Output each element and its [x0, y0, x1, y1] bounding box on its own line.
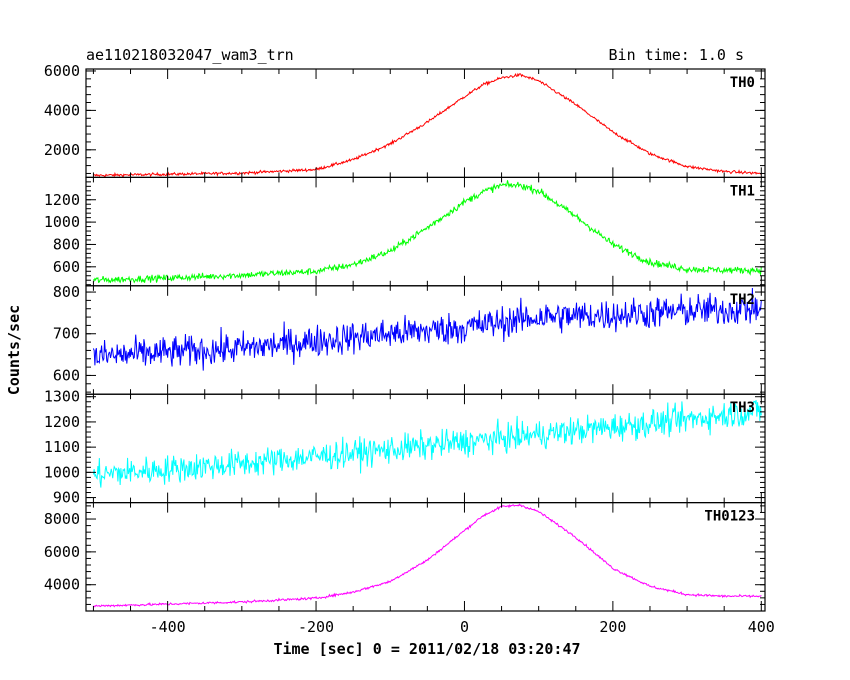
panel-label: TH2	[730, 292, 755, 308]
y-tick-label: 900	[53, 489, 80, 507]
y-tick-label: 800	[53, 235, 80, 253]
panel-label: TH0	[730, 75, 755, 91]
y-tick-label: 8000	[44, 510, 80, 528]
y-tick-label: 6000	[44, 543, 80, 561]
y-tick-label: 700	[53, 325, 80, 343]
y-tick-label: 1200	[44, 413, 80, 431]
y-tick-label: 6000	[44, 62, 80, 80]
y-tick-label: 1000	[44, 213, 80, 231]
x-tick-label: 400	[748, 618, 775, 636]
x-tick-label: -200	[298, 618, 334, 636]
x-tick-label: 0	[460, 618, 469, 636]
panel-th3: 900 1000 1100 1200 1300 TH3	[44, 388, 766, 507]
panel-label: TH3	[730, 400, 755, 416]
chart-subtitle: Bin time: 1.0 s	[609, 46, 744, 64]
panel-th1: 600 800 1000 1200 TH1	[44, 176, 766, 287]
panel-th0123: 4000 6000 8000 TH0123 -400 -200 0 200 400	[44, 502, 775, 636]
panel-label: TH0123	[704, 509, 755, 525]
series-line-th1	[92, 180, 762, 284]
x-tick-label: 200	[599, 618, 626, 636]
y-tick-label: 4000	[44, 576, 80, 594]
series-line-th0	[93, 72, 762, 178]
panel-frame	[85, 176, 766, 287]
y-tick-label: 1100	[44, 438, 80, 456]
x-axis-label: Time [sec] 0 = 2011/02/18 03:20:47	[273, 640, 580, 658]
y-tick-label: 4000	[44, 101, 80, 119]
series-line-th3	[92, 400, 762, 488]
y-tick-label: 600	[53, 258, 80, 276]
series-line-th2	[92, 287, 762, 371]
panel-label: TH1	[730, 183, 755, 199]
series-line-th0123	[93, 503, 762, 608]
panel-th2: 600 700 800 TH2	[53, 283, 766, 395]
panel-frame	[85, 502, 766, 612]
panel-th0: 2000 4000 6000 TH0	[44, 62, 766, 179]
y-tick-label: 1300	[44, 388, 80, 406]
x-tick-label: -400	[150, 618, 186, 636]
y-tick-label: 800	[53, 283, 80, 301]
y-tick-label: 600	[53, 366, 80, 384]
y-tick-label: 2000	[44, 141, 80, 159]
y-axis-label: Counts/sec	[5, 305, 23, 395]
y-tick-label: 1200	[44, 191, 80, 209]
y-tick-label: 1000	[44, 463, 80, 481]
chart-title: ae110218032047_wam3_trn	[86, 46, 294, 64]
